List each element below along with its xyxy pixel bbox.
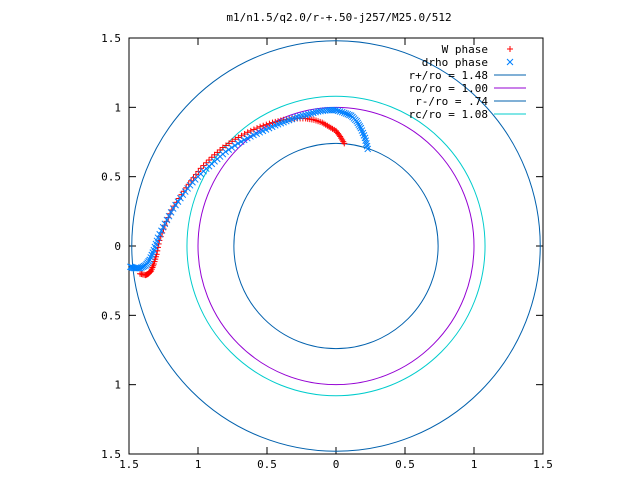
data-point-interp — [338, 135, 345, 142]
data-point-interp — [158, 227, 165, 235]
data-point-interp — [172, 201, 179, 209]
legend-label: rc/ro = 1.08 — [409, 108, 488, 121]
x-tick-label: 0.5 — [395, 458, 415, 471]
x-tick-label: 1.5 — [119, 458, 139, 471]
data-point-interp — [159, 223, 167, 231]
legend-label: ro/ro = 1.00 — [409, 82, 488, 95]
radius-circle — [233, 142, 439, 350]
data-point-interp — [319, 107, 327, 115]
data-point-interp — [237, 138, 245, 146]
data-point-interp — [228, 144, 236, 151]
data-point-interp — [135, 264, 143, 272]
legend-marker — [506, 58, 514, 66]
data-point-interp — [213, 155, 221, 163]
data-point-interp — [342, 110, 350, 117]
data-point-interp — [346, 111, 353, 119]
data-point — [169, 205, 177, 212]
data-point-interp — [260, 122, 267, 129]
radius-circle — [186, 95, 486, 397]
x-tick-label: 1 — [195, 458, 202, 471]
data-point-interp — [307, 110, 315, 117]
legend-label: r+/ro = 1.48 — [409, 69, 488, 82]
data-point-interp — [344, 110, 352, 118]
x-tick-label: 0.5 — [257, 458, 277, 471]
legend-label: W phase — [442, 43, 488, 56]
data-point-interp — [296, 112, 304, 120]
y-tick-label: 1 — [114, 101, 121, 114]
x-tick-label: 1.5 — [533, 458, 553, 471]
data-point-interp — [167, 209, 175, 216]
y-tick-label: 1 — [114, 379, 121, 392]
legend-label: r-/ro = .74 — [415, 95, 488, 108]
data-point — [234, 140, 242, 147]
data-point-interp — [320, 120, 327, 127]
data-point-interp — [336, 108, 344, 115]
radius-circle — [197, 106, 475, 386]
data-point-interp — [191, 176, 199, 183]
radius-circle — [131, 40, 541, 452]
legend-label: drho phase — [422, 56, 488, 69]
data-point-interp — [358, 127, 366, 134]
data-point-interp — [250, 131, 257, 139]
data-point-interp — [163, 216, 171, 224]
data-point-interp — [151, 243, 159, 251]
data-point-interp — [349, 113, 356, 121]
data-point-interp — [174, 198, 182, 205]
data-point-interp — [309, 109, 317, 117]
data-point-interp — [151, 258, 158, 265]
y-tick-label: 0.5 — [101, 171, 121, 184]
data-point-interp — [240, 136, 248, 144]
data-point — [340, 109, 348, 117]
data-point-interp — [181, 188, 189, 195]
data-point-interp — [147, 254, 155, 261]
data-point-interp — [327, 124, 334, 131]
axis-ticks: 1.5 1 0.5 0 0.5 1 1.51.510.500.511.5 — [101, 32, 553, 471]
y-tick-label: 1.5 — [101, 32, 121, 45]
data-point-interp — [312, 108, 319, 116]
data-point-interp — [203, 159, 210, 166]
data-point-interp — [312, 117, 319, 124]
data-point-interp — [165, 212, 173, 220]
data-point-interp — [277, 117, 284, 124]
x-tick-label: 0 — [333, 458, 340, 471]
data-point-interp — [285, 116, 293, 124]
chart-title: m1/n1.5/q2.0/r-+.50-j257/M25.0/512 — [226, 11, 451, 24]
data-point-interp — [274, 120, 282, 128]
y-tick-label: 0.5 — [101, 309, 121, 322]
data-point-interp — [177, 194, 184, 202]
data-point — [161, 220, 169, 228]
data-point-interp — [138, 271, 145, 278]
data-point-interp — [231, 142, 239, 149]
data-point-interp — [206, 157, 213, 164]
legend-marker — [507, 46, 513, 52]
data-point-interp — [225, 146, 233, 153]
y-tick-label: 1.5 — [101, 448, 121, 461]
data-point-interp — [202, 165, 210, 173]
data-point-interp — [128, 263, 135, 271]
data-point-interp — [328, 106, 336, 114]
data-point-interp — [335, 130, 342, 137]
x-tick-label: 1 — [471, 458, 478, 471]
data-point-interp — [338, 108, 346, 116]
data-points — [127, 106, 372, 279]
data-point-interp — [263, 121, 270, 128]
data-point-interp — [156, 230, 164, 238]
y-tick-label: 0 — [114, 240, 121, 253]
data-point-interp — [362, 137, 370, 144]
data-point-interp — [243, 134, 251, 142]
data-point-interp — [262, 126, 270, 133]
